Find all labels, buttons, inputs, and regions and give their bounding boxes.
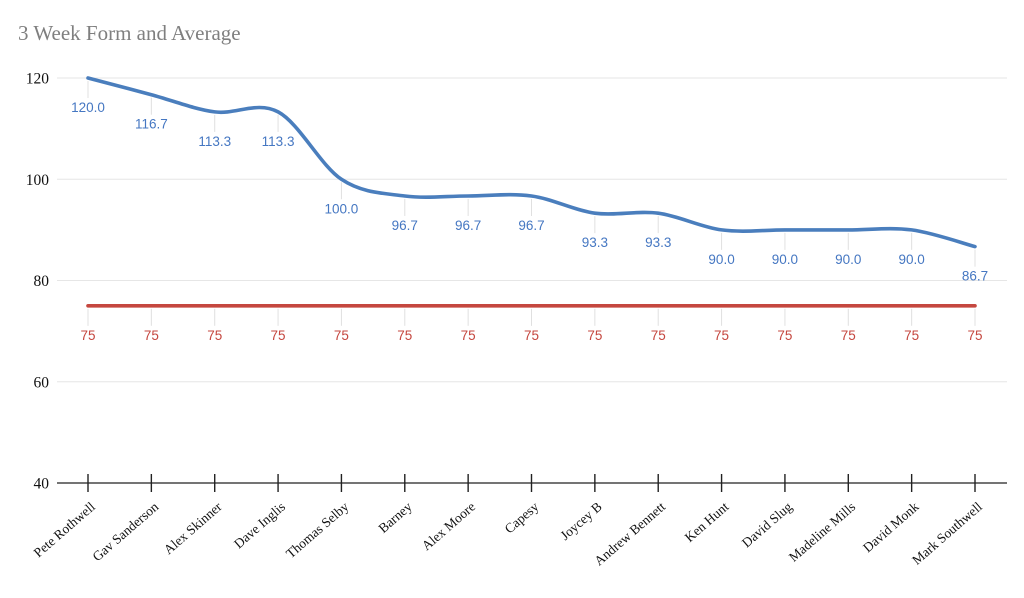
average-data-label: 75 [714,328,729,343]
form-data-label: 96.7 [455,218,481,233]
form-data-label: 113.3 [262,134,295,149]
x-axis-category-label: Alex Skinner [161,499,225,558]
x-axis-category-label: Capesy [502,499,542,537]
x-axis-category-label: David Slug [739,499,795,551]
x-axis-category-label: David Monk [860,499,922,556]
form-data-label: 86.7 [962,269,988,284]
average-data-label: 75 [207,328,222,343]
average-data-label: 75 [461,328,476,343]
x-axis-category-label: Ken Hunt [682,499,732,545]
y-axis-tick-label: 40 [34,476,50,493]
x-axis-category-label: Dave Inglis [231,499,288,551]
x-axis-category-label: Pete Rothwell [31,499,98,560]
form-data-label: 113.3 [198,134,231,149]
average-data-label: 75 [904,328,919,343]
form-data-label: 93.3 [582,235,608,250]
average-data-label: 75 [144,328,159,343]
average-data-label: 75 [651,328,666,343]
average-data-label: 75 [80,328,95,343]
average-data-label: 75 [587,328,602,343]
chart-title: 3 Week Form and Average [18,21,241,45]
form-data-label: 90.0 [835,252,861,267]
x-axis-category-label: Madeline Mills [786,499,858,565]
form-data-label: 90.0 [708,252,734,267]
y-axis-tick-label: 100 [26,172,50,189]
average-data-label: 75 [777,328,792,343]
form-data-label: 116.7 [135,117,168,132]
average-data-label: 75 [841,328,856,343]
y-axis-tick-label: 80 [34,273,50,290]
average-data-label: 75 [334,328,349,343]
x-axis-category-label: Alex Moore [419,499,478,553]
y-axis-tick-label: 120 [26,71,50,88]
form-data-label: 90.0 [899,252,925,267]
form-data-label: 96.7 [392,218,418,233]
form-data-label: 90.0 [772,252,798,267]
form-series-line [86,76,977,249]
y-axis-tick-label: 60 [34,374,50,391]
average-data-label: 75 [524,328,539,343]
x-axis-category-label: Thomas Selby [283,499,352,561]
x-axis-category-label: Barney [375,499,414,536]
form-data-label: 100.0 [325,201,359,216]
average-data-label: 75 [397,328,412,343]
form-data-label: 120.0 [71,100,105,115]
x-axis-category-label: Joycey B [557,499,604,543]
average-data-label: 75 [967,328,982,343]
form-data-label: 96.7 [518,218,544,233]
form-data-label: 93.3 [645,235,671,250]
average-data-label: 75 [271,328,286,343]
x-axis-category-label: Gav Sanderson [90,499,162,564]
